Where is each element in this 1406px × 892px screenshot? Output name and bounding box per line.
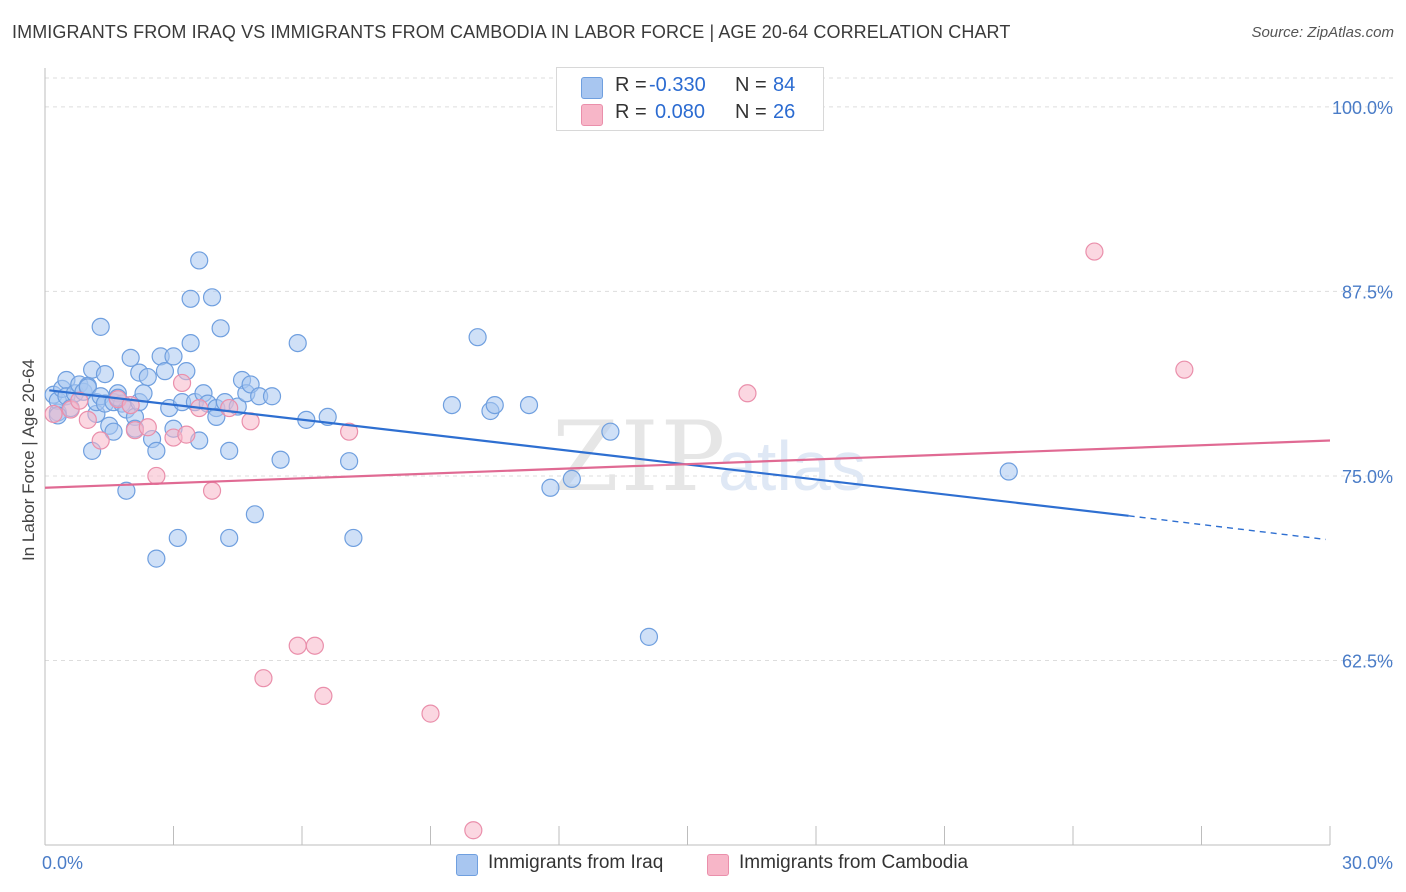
iraq-point — [601, 422, 620, 441]
chart-title: IMMIGRANTS FROM IRAQ VS IMMIGRANTS FROM … — [12, 22, 1011, 42]
cambodia-trend-line — [44, 439, 1331, 489]
watermark: ZIP atlas — [552, 401, 866, 513]
cambodia-point — [138, 418, 157, 437]
iraq-point — [181, 333, 200, 353]
iraq-point — [519, 395, 539, 415]
bottom-legend-swatch-iraq — [456, 854, 478, 876]
y-tick-label: 87.5% — [1342, 282, 1393, 302]
legend-row-cambodia: R = 0.080 N = 26 — [557, 101, 823, 129]
iraq-point — [262, 387, 282, 406]
cambodia-point — [305, 636, 324, 655]
iraq-point — [468, 328, 487, 347]
cambodia-point — [147, 466, 166, 486]
cambodia-point — [70, 391, 89, 410]
trend-lines — [44, 389, 1331, 541]
iraq-point — [211, 319, 230, 338]
iraq-point — [271, 450, 290, 469]
legend-n-value: 84 — [773, 74, 796, 96]
cambodia-point — [464, 821, 483, 840]
iraq-point — [639, 627, 659, 646]
iraq-point — [181, 289, 200, 308]
legend-n-label: N = — [735, 74, 767, 96]
cambodia-point — [177, 425, 196, 444]
legend-swatch-cambodia — [581, 104, 603, 126]
legend-swatch-iraq — [581, 77, 603, 99]
legend-n-label: N = — [735, 101, 767, 123]
legend-n-value: 26 — [773, 101, 796, 123]
iraq-point — [220, 441, 239, 460]
iraq-point — [164, 347, 183, 366]
cambodia-point — [254, 669, 273, 688]
iraq-point — [190, 251, 209, 270]
legend-row-iraq: R = -0.330 N = 84 — [557, 74, 823, 102]
iraq-point — [147, 441, 166, 460]
cambodia-point — [1085, 242, 1104, 261]
cambodia-point — [738, 384, 757, 403]
y-tick-label: 62.5% — [1342, 651, 1393, 671]
iraq-point — [168, 528, 187, 548]
iraq-point — [155, 362, 175, 381]
legend-r-value: 0.080 — [655, 101, 706, 123]
iraq-point — [340, 452, 359, 471]
bottom-legend-label-cambodia: Immigrants from Cambodia — [739, 852, 969, 873]
iraq-point — [104, 422, 123, 441]
cambodia-point — [314, 686, 333, 706]
bottom-legend-swatch-cambodia — [707, 854, 729, 876]
iraq-trend-extension — [1128, 515, 1326, 541]
cambodia-point — [44, 404, 63, 424]
iraq-point — [344, 528, 363, 548]
iraq-point — [138, 367, 157, 387]
iraq-point — [95, 364, 115, 384]
iraq-point — [220, 528, 239, 548]
iraq-point — [442, 395, 462, 415]
cambodia-point — [1175, 360, 1194, 379]
cambodia-point — [288, 636, 307, 655]
legend-r-value: -0.330 — [649, 74, 706, 96]
bottom-legend-label-iraq: Immigrants from Iraq — [488, 852, 664, 873]
watermark-zip: ZIP — [552, 401, 727, 513]
iraq-points — [44, 251, 1018, 646]
axes — [44, 68, 1331, 846]
y-tick-label: 100.0% — [1332, 98, 1393, 118]
iraq-point — [288, 333, 307, 353]
cambodia-point — [202, 481, 222, 500]
y-axis-label: In Labor Force | Age 20-64 — [19, 359, 38, 561]
iraq-point — [207, 407, 226, 427]
cambodia-point — [91, 431, 110, 450]
iraq-point — [147, 549, 166, 568]
legend-r-label: R = — [615, 74, 647, 96]
cambodia-point — [220, 398, 239, 418]
legend-r-label: R = — [615, 101, 647, 123]
correlation-legend: R = -0.330 N = 84 R = 0.080 N = 26 — [556, 67, 824, 131]
iraq-point — [117, 481, 136, 500]
x-tick-label: 30.0% — [1342, 853, 1393, 873]
cambodia-point — [340, 422, 359, 441]
y-tick-label: 75.0% — [1342, 467, 1393, 487]
iraq-point — [202, 288, 222, 307]
cambodia-point — [421, 704, 440, 723]
tick-labels: 100.0% 87.5% 75.0% 62.5% 0.0% 30.0% — [42, 98, 1393, 873]
cambodia-point — [172, 373, 192, 393]
iraq-trend-line — [49, 389, 1129, 517]
iraq-point — [91, 317, 110, 336]
iraq-point — [999, 462, 1018, 481]
iraq-point — [541, 478, 560, 497]
source-label: Source: ZipAtlas.com — [1251, 24, 1394, 41]
iraq-point — [485, 395, 504, 415]
iraq-point — [562, 469, 581, 489]
cambodia-point — [78, 410, 97, 429]
iraq-point — [245, 505, 264, 524]
x-tick-label: 0.0% — [42, 853, 83, 873]
watermark-atlas: atlas — [718, 427, 866, 505]
iraq-point — [121, 348, 140, 367]
